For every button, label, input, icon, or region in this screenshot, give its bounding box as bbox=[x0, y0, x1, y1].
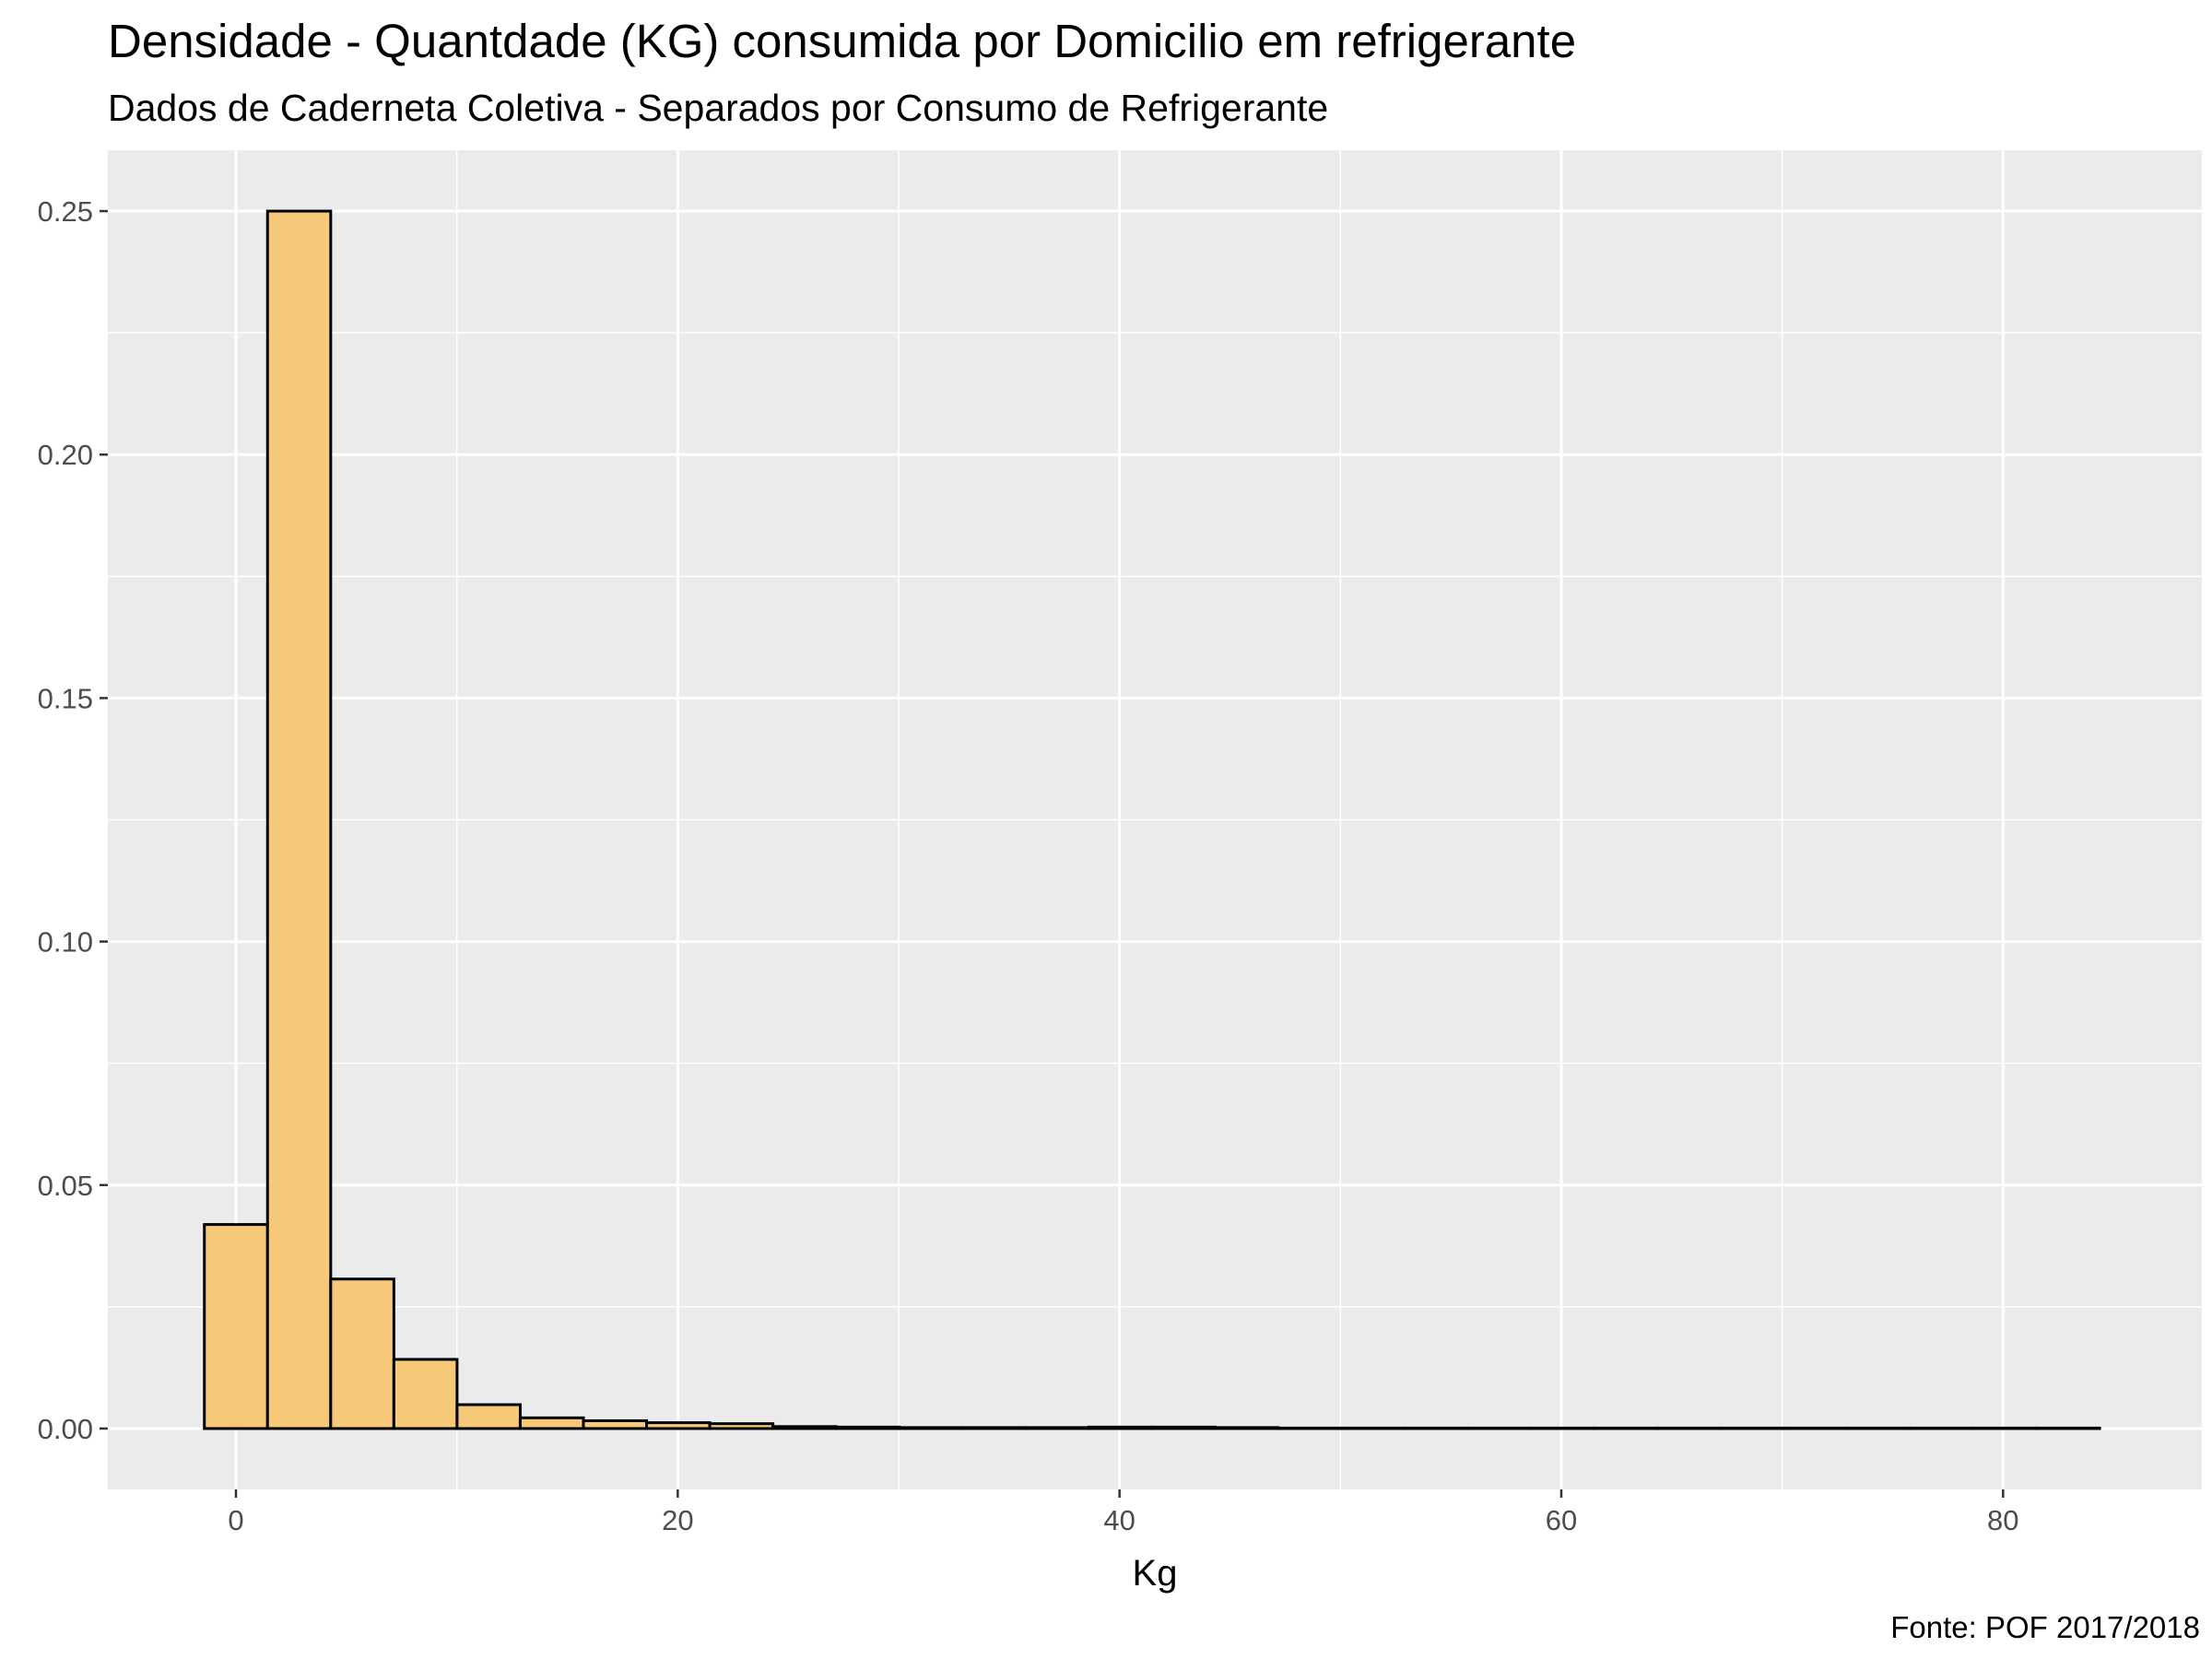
histogram-bar bbox=[1087, 1425, 1154, 1430]
histogram-bar bbox=[1971, 1426, 2038, 1430]
y-tick-label: 0.00 bbox=[38, 1413, 93, 1445]
histogram-bar bbox=[1277, 1426, 1344, 1430]
histogram-bar bbox=[1213, 1426, 1280, 1430]
x-tick-label: 40 bbox=[1103, 1504, 1135, 1536]
histogram-bar bbox=[771, 1425, 838, 1430]
histogram-bar bbox=[1340, 1426, 1406, 1430]
histogram-bar bbox=[203, 1223, 269, 1430]
grid-minor-lines bbox=[108, 150, 2202, 1489]
y-tick-label: 0.05 bbox=[38, 1170, 93, 1202]
x-axis: 0 20 40 60 80 bbox=[228, 1489, 2019, 1536]
y-axis: 0.00 0.05 0.10 0.15 0.20 0.25 bbox=[38, 195, 108, 1445]
histogram-bar bbox=[1845, 1426, 1912, 1430]
histogram-bar bbox=[1024, 1426, 1090, 1430]
chart-subtitle: Dados de Caderneta Coletiva - Separados … bbox=[108, 87, 1328, 129]
histogram-bar bbox=[2034, 1426, 2101, 1430]
y-tick-label: 0.10 bbox=[38, 926, 93, 959]
histogram-bar bbox=[1908, 1426, 1975, 1430]
y-tick-label: 0.20 bbox=[38, 439, 93, 471]
histogram-bar bbox=[645, 1421, 712, 1430]
histogram-bar bbox=[1403, 1426, 1470, 1430]
histogram-bar bbox=[1719, 1426, 1785, 1430]
histogram-bars bbox=[203, 209, 2101, 1430]
histogram-bar bbox=[582, 1419, 649, 1430]
chart-title: Densidade - Quantdade (KG) consumida por… bbox=[108, 15, 1576, 67]
x-axis-title: Kg bbox=[1133, 1553, 1178, 1594]
x-tick-label: 60 bbox=[1546, 1504, 1577, 1536]
x-tick-label: 20 bbox=[662, 1504, 693, 1536]
x-tick-label: 80 bbox=[1987, 1504, 2018, 1536]
x-tick-label: 0 bbox=[228, 1504, 243, 1536]
histogram-bar bbox=[960, 1426, 1028, 1430]
y-tick-label: 0.15 bbox=[38, 682, 93, 714]
histogram-bar bbox=[455, 1403, 522, 1430]
histogram-bar bbox=[392, 1358, 459, 1430]
histogram-bar bbox=[1593, 1426, 1659, 1430]
y-tick-label: 0.25 bbox=[38, 195, 93, 228]
histogram-bar bbox=[1466, 1426, 1533, 1430]
chart-caption: Fonte: POF 2017/2018 bbox=[1890, 1610, 2200, 1644]
histogram-bar bbox=[1529, 1426, 1596, 1430]
histogram-bar bbox=[329, 1277, 395, 1430]
histogram-bar bbox=[518, 1416, 585, 1430]
histogram-bar bbox=[898, 1426, 964, 1430]
histogram-bar bbox=[834, 1425, 901, 1430]
histogram-bar bbox=[1150, 1425, 1217, 1430]
histogram-bar bbox=[1655, 1426, 1723, 1430]
histogram-bar bbox=[1782, 1426, 1849, 1430]
histogram-bar bbox=[708, 1422, 775, 1430]
histogram-bar bbox=[265, 209, 333, 1430]
